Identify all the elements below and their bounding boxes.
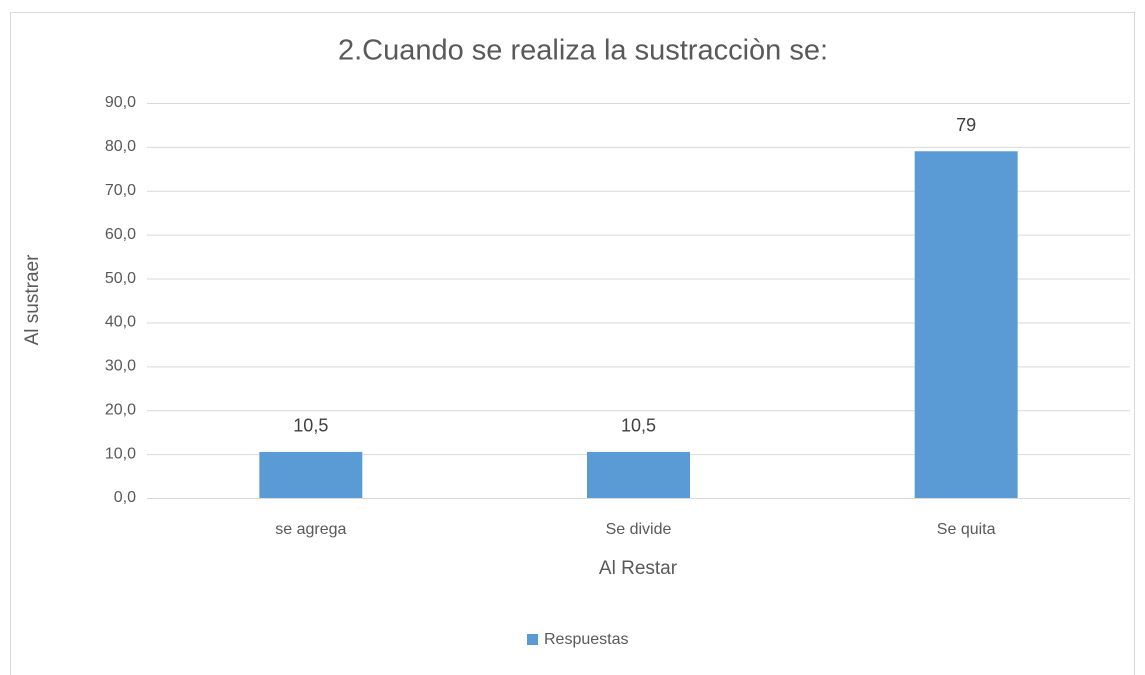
x-axis-label: Al Restar bbox=[599, 558, 678, 579]
y-tick-label: 10,0 bbox=[105, 445, 136, 462]
legend-swatch bbox=[527, 634, 538, 645]
chart-frame bbox=[10, 12, 1135, 675]
x-tick-label: Se quita bbox=[937, 521, 996, 538]
bar bbox=[914, 151, 1018, 498]
y-tick-label: 70,0 bbox=[105, 182, 136, 199]
y-tick-label: 30,0 bbox=[105, 358, 136, 375]
chart-title: 2.Cuando se realiza la sustracciòn se: bbox=[338, 35, 828, 67]
bar bbox=[587, 451, 690, 498]
y-tick-label: 80,0 bbox=[105, 138, 136, 155]
data-label: 10,5 bbox=[621, 416, 656, 436]
y-tick-label: 40,0 bbox=[105, 314, 136, 331]
y-axis-label: Al sustraer bbox=[22, 254, 43, 345]
x-tick-label: Se divide bbox=[606, 521, 672, 538]
bar bbox=[259, 451, 363, 498]
y-tick-label: 50,0 bbox=[105, 270, 136, 287]
y-tick-label: 0,0 bbox=[114, 489, 136, 506]
data-label: 10,5 bbox=[293, 416, 328, 436]
legend-label: Respuestas bbox=[544, 631, 629, 648]
x-tick-label: se agrega bbox=[275, 521, 346, 538]
y-tick-label: 20,0 bbox=[105, 401, 136, 418]
y-tick-label: 60,0 bbox=[105, 226, 136, 243]
data-label: 79 bbox=[956, 115, 976, 135]
y-tick-label: 90,0 bbox=[105, 94, 136, 111]
